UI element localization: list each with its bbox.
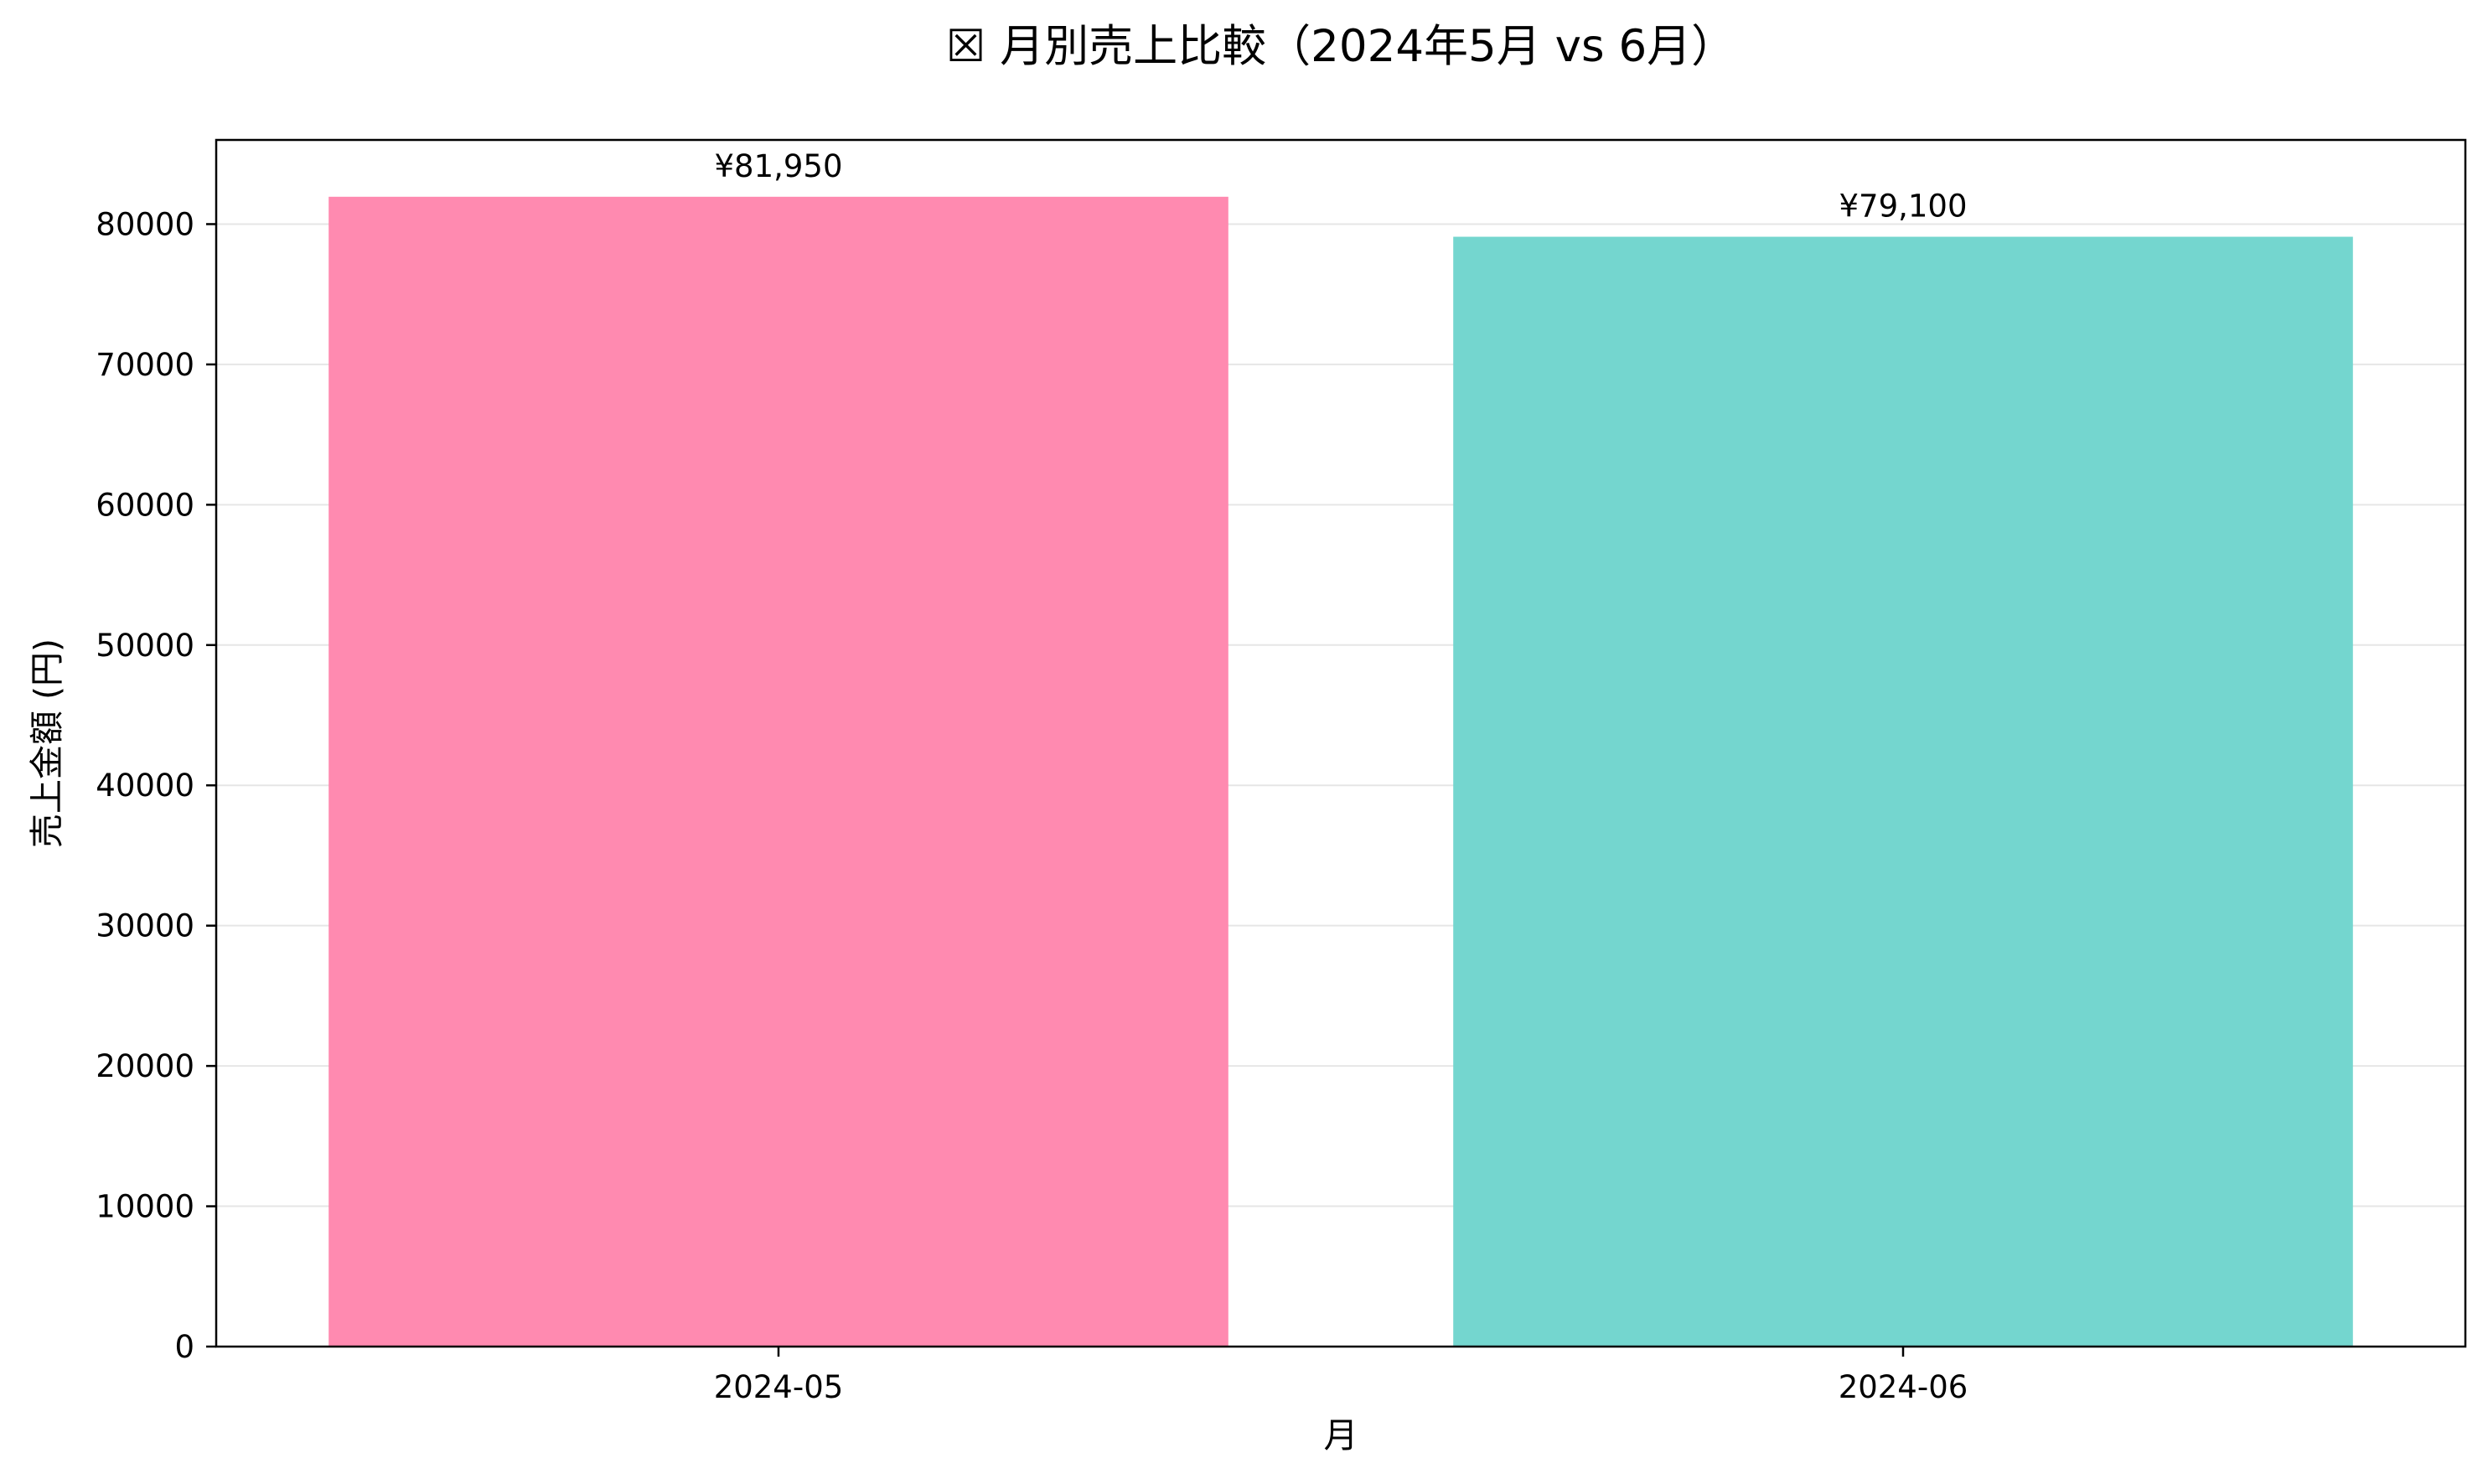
bar-value-labels: ¥81,950 ¥79,100 — [714, 148, 1967, 225]
y-tick-label: 80000 — [96, 206, 194, 242]
y-tick-label: 30000 — [96, 908, 194, 944]
y-tick-label: 50000 — [96, 628, 194, 664]
y-tick-label: 70000 — [96, 347, 194, 383]
chart-title: ☒ 月別売上比較（2024年5月 vs 6月） — [946, 21, 1735, 72]
y-axis-label: 売上金額 (円) — [27, 639, 67, 848]
bar-value-label: ¥79,100 — [1839, 189, 1967, 225]
x-tick-label: 2024-06 — [1839, 1369, 1968, 1405]
y-tick-label: 60000 — [96, 487, 194, 523]
bar-value-label: ¥81,950 — [714, 148, 842, 184]
y-tick-label: 0 — [174, 1329, 194, 1365]
y-tick-label: 40000 — [96, 768, 194, 804]
y-axis-ticks: 0 10000 20000 30000 40000 50000 60000 70000 8000… — [96, 206, 216, 1365]
bar-2024-06 — [1453, 236, 2353, 1347]
x-axis-label: 月 — [1324, 1415, 1358, 1456]
bar-2024-05 — [328, 196, 1228, 1347]
x-tick-label: 2024-05 — [714, 1369, 844, 1405]
y-tick-label: 10000 — [96, 1189, 194, 1225]
x-axis-ticks: 2024-05 2024-06 — [714, 1347, 1968, 1405]
y-tick-label: 20000 — [96, 1048, 194, 1084]
bars — [328, 196, 2353, 1347]
plot-frame — [215, 138, 2467, 1348]
